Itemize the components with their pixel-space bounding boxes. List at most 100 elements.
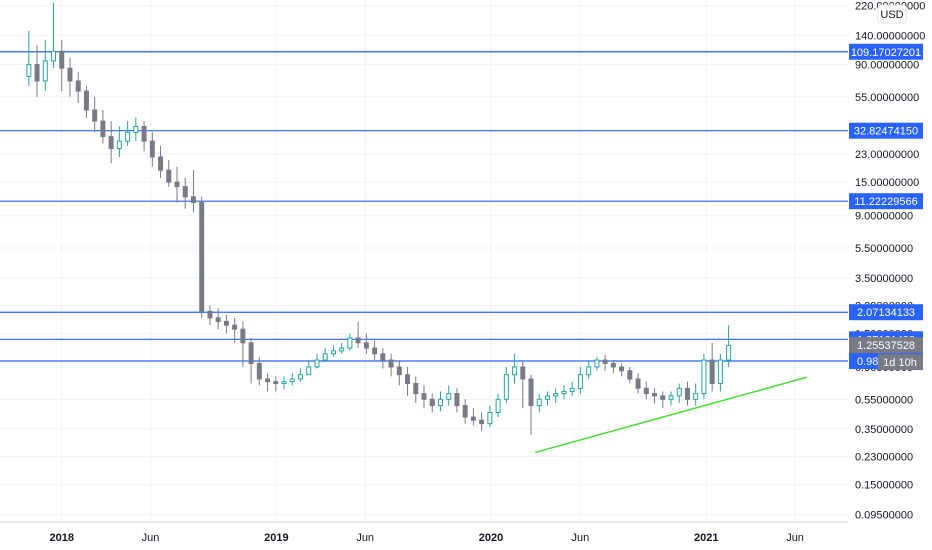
candle-body [709, 359, 715, 384]
candle [355, 321, 361, 349]
candle-body [256, 362, 262, 380]
y-tick-label: 90.00000000 [855, 59, 919, 71]
level-label: 11.22229566 [854, 196, 917, 208]
candle [380, 348, 386, 369]
candle-body [207, 310, 213, 319]
level-label: 32.82474150 [854, 126, 918, 138]
candle [413, 376, 419, 404]
candle-body [215, 317, 221, 322]
candle-body [479, 419, 485, 425]
x-tick-label: 2020 [479, 532, 503, 544]
candle-body [553, 393, 559, 397]
candle [454, 388, 460, 413]
candle [347, 333, 353, 351]
candle-body [372, 347, 378, 355]
candle [693, 383, 699, 406]
candle-body [421, 393, 427, 400]
candle [207, 305, 213, 326]
candle-body [602, 359, 608, 364]
candle [652, 388, 658, 404]
grid [0, 0, 848, 522]
currency-button[interactable]: USD [877, 4, 907, 24]
x-tick-label: 2019 [264, 532, 288, 544]
candle [726, 325, 732, 367]
candle-body [380, 353, 386, 361]
x-tick-label: Jun [786, 532, 804, 544]
last-price-label: 1.25537528 [857, 340, 915, 352]
candle-body [610, 362, 616, 368]
candle-body [199, 202, 205, 312]
candle [42, 40, 48, 92]
candle [59, 40, 65, 92]
candle-body [462, 405, 468, 418]
candle [240, 321, 246, 367]
trendline-group [534, 376, 808, 454]
candle-body [569, 387, 575, 392]
candle-body [437, 398, 443, 407]
candle [273, 376, 279, 392]
candle [298, 368, 304, 382]
candle-body [265, 378, 271, 383]
candle [281, 376, 287, 390]
candle [248, 337, 254, 384]
y-tick-label: 0.15000000 [855, 480, 913, 492]
candle [141, 121, 147, 152]
candle [67, 57, 73, 97]
level-label-bg [849, 193, 923, 210]
candle-body [347, 337, 353, 349]
candle [602, 354, 608, 371]
candle-body [174, 181, 180, 188]
candle-body [487, 412, 493, 425]
candle-body [149, 140, 155, 158]
candle-body [446, 393, 452, 400]
y-tick-label: 0.09500000 [855, 510, 913, 522]
candle [100, 109, 106, 144]
x-axis-ticks: 2018 Jun 2019 Jun 2020 Jun 2021 Jun [50, 532, 804, 544]
candle-body [363, 342, 369, 349]
candle-body [232, 324, 238, 330]
candle-body [355, 337, 361, 344]
candle [536, 393, 542, 413]
candle [577, 366, 583, 394]
level-label-bg [849, 304, 923, 321]
candle [232, 317, 238, 343]
candle [116, 126, 122, 157]
candle [586, 360, 592, 379]
candle [512, 353, 518, 384]
candle [108, 121, 114, 164]
candle [503, 366, 509, 404]
candle [314, 353, 320, 369]
candle [569, 381, 575, 396]
candle-body [627, 370, 633, 380]
y-tick-label: 23.00000000 [855, 149, 919, 161]
candle-body [726, 344, 732, 361]
y-tick-label: 140.00000000 [855, 30, 925, 42]
candle-body [520, 366, 526, 380]
level-label: 2.07134133 [857, 307, 915, 319]
candle [26, 30, 32, 86]
candle-body [413, 382, 419, 395]
candle [610, 360, 616, 374]
candle-body [396, 366, 402, 376]
candle [479, 412, 485, 431]
candle [437, 391, 443, 412]
candle [676, 383, 682, 404]
candle [619, 363, 625, 377]
candle-body [561, 390, 567, 395]
trendline[interactable] [534, 376, 808, 454]
last-price-rect [849, 337, 923, 354]
candle [174, 166, 180, 203]
candle-body [701, 359, 707, 395]
candle [660, 391, 666, 409]
candle [75, 72, 81, 104]
candle [561, 385, 567, 400]
candle-body [281, 381, 287, 384]
candle-body [676, 387, 682, 397]
candle [396, 360, 402, 386]
candle [487, 405, 493, 428]
candle-body [594, 359, 600, 368]
candle-body [495, 398, 501, 414]
x-tick-label: Jun [142, 532, 160, 544]
level-label-bg [849, 43, 923, 60]
